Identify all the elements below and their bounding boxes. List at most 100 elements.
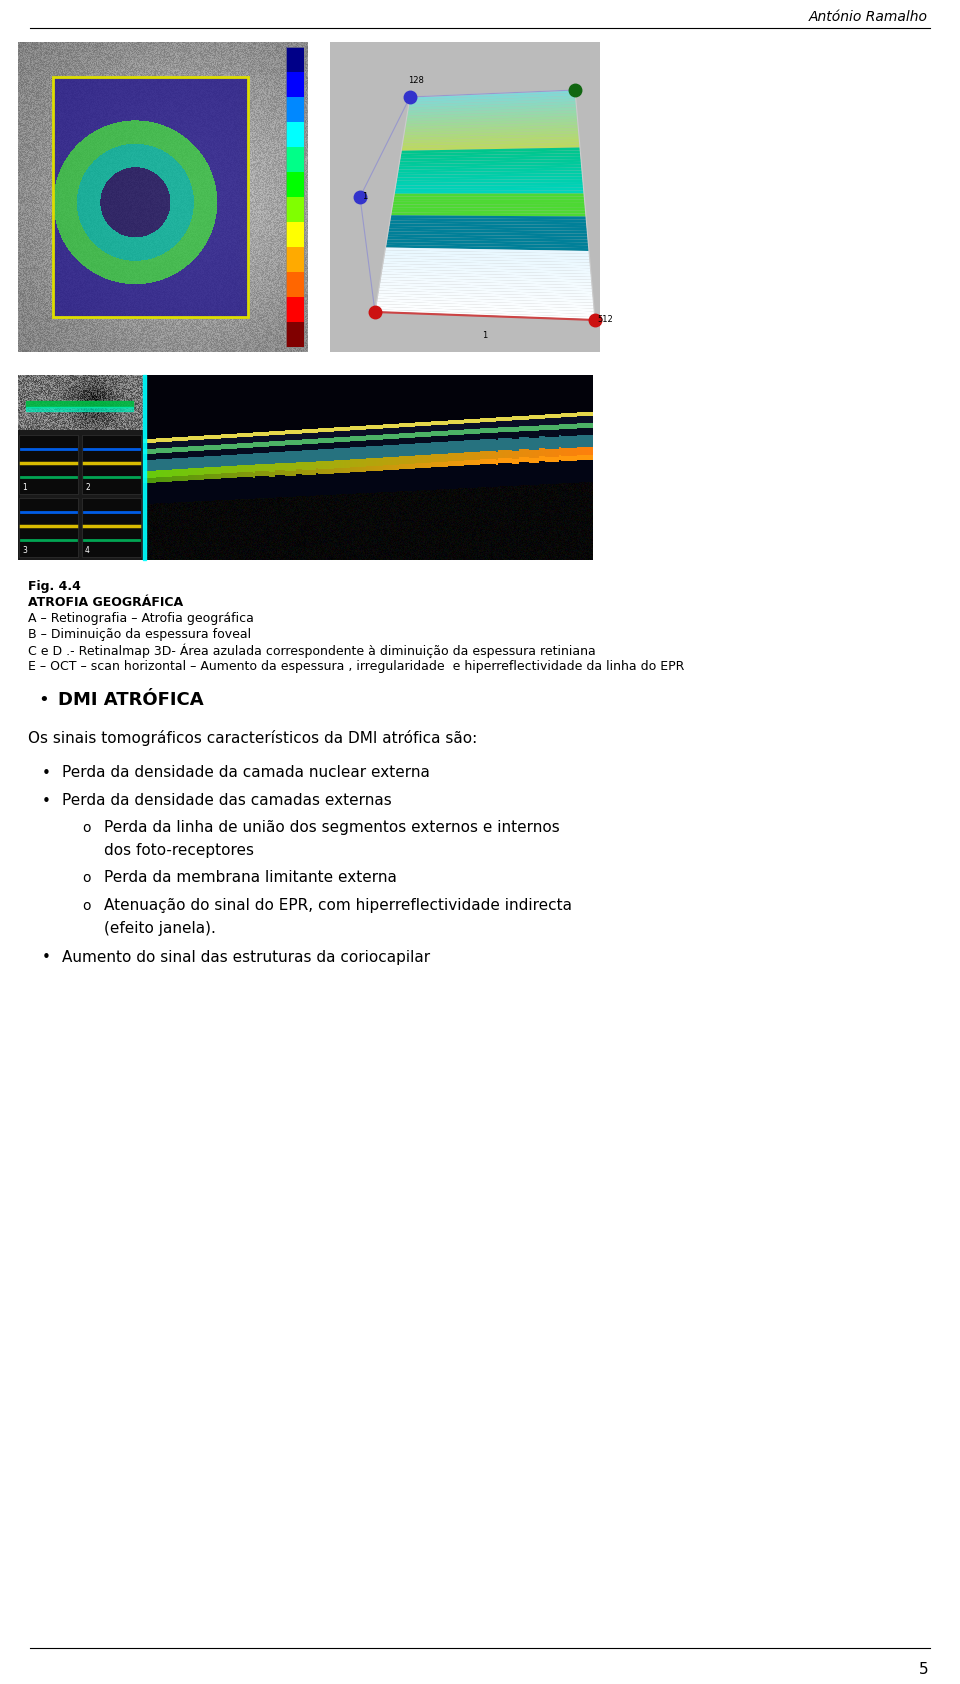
Polygon shape (398, 168, 582, 172)
Polygon shape (379, 285, 592, 295)
Polygon shape (409, 99, 576, 108)
Text: DMI ATRÓFICA: DMI ATRÓFICA (58, 690, 204, 709)
Text: C e D .- Retinalmap 3D- Área azulada correspondente à diminuição da espessura re: C e D .- Retinalmap 3D- Área azulada cor… (28, 643, 596, 658)
Text: 4: 4 (85, 546, 90, 556)
Polygon shape (390, 221, 587, 226)
Bar (286, 248, 304, 273)
Bar (286, 121, 304, 147)
Bar (286, 47, 304, 72)
Polygon shape (385, 251, 589, 256)
Bar (286, 72, 304, 98)
Text: Os sinais tomográficos característicos da DMI atrófica são:: Os sinais tomográficos característicos d… (28, 729, 477, 746)
Polygon shape (404, 130, 579, 138)
Text: 2: 2 (85, 483, 89, 492)
Text: B – Diminuição da espessura foveal: B – Diminuição da espessura foveal (28, 628, 252, 642)
Polygon shape (409, 96, 575, 104)
Text: Perda da densidade da camada nuclear externa: Perda da densidade da camada nuclear ext… (62, 765, 430, 780)
Polygon shape (391, 216, 586, 219)
Polygon shape (379, 288, 592, 296)
Polygon shape (393, 204, 585, 207)
Polygon shape (400, 157, 581, 162)
Text: E – OCT – scan horizontal – Aumento da espessura , irregularidade  e hiperreflec: E – OCT – scan horizontal – Aumento da e… (28, 660, 684, 674)
Text: ATROFIA GEOGRÁFICA: ATROFIA GEOGRÁFICA (28, 596, 183, 610)
Bar (330, 42, 600, 352)
Text: o: o (82, 822, 90, 835)
Polygon shape (401, 148, 580, 153)
Text: 5: 5 (919, 1662, 928, 1677)
Polygon shape (380, 280, 592, 288)
Polygon shape (375, 310, 595, 320)
Polygon shape (408, 101, 576, 111)
Polygon shape (398, 165, 582, 170)
Polygon shape (396, 187, 584, 190)
Polygon shape (378, 293, 593, 303)
Polygon shape (388, 231, 588, 237)
Text: 1: 1 (482, 332, 488, 340)
Text: Perda da densidade das camadas externas: Perda da densidade das camadas externas (62, 793, 392, 808)
Polygon shape (395, 190, 584, 194)
Polygon shape (399, 158, 581, 163)
Bar (18, 376, 143, 561)
Polygon shape (396, 185, 584, 189)
Bar (286, 98, 304, 121)
Text: •: • (42, 950, 51, 965)
Polygon shape (404, 128, 578, 135)
Text: Atenuação do sinal do EPR, com hiperreflectividade indirecta: Atenuação do sinal do EPR, com hiperrefl… (104, 898, 572, 913)
Polygon shape (376, 303, 594, 315)
Polygon shape (382, 266, 590, 274)
Text: António Ramalho: António Ramalho (809, 10, 928, 24)
Polygon shape (392, 207, 586, 210)
Polygon shape (397, 173, 583, 177)
Polygon shape (402, 141, 580, 148)
Polygon shape (376, 301, 594, 312)
Text: 3: 3 (22, 546, 27, 556)
Polygon shape (396, 179, 583, 184)
Polygon shape (391, 212, 586, 217)
Polygon shape (396, 177, 583, 180)
Polygon shape (410, 89, 575, 99)
Text: A – Retinografia – Atrofia geográfica: A – Retinografia – Atrofia geográfica (28, 611, 253, 625)
Bar (286, 222, 304, 248)
Bar (286, 172, 304, 197)
Bar (286, 147, 304, 172)
Bar (286, 47, 304, 347)
Text: •: • (38, 690, 49, 709)
Polygon shape (389, 226, 587, 231)
Polygon shape (383, 264, 590, 271)
Polygon shape (387, 237, 588, 242)
Polygon shape (384, 258, 590, 266)
Text: Fig. 4.4: Fig. 4.4 (28, 579, 81, 593)
Bar (19, 498, 78, 557)
Text: Perda da linha de união dos segmentos externos e internos: Perda da linha de união dos segmentos ex… (104, 820, 560, 835)
Polygon shape (377, 298, 593, 308)
Polygon shape (399, 162, 581, 167)
Bar (143, 376, 593, 561)
Text: 128: 128 (408, 76, 424, 84)
Polygon shape (376, 306, 594, 317)
Bar (19, 434, 78, 493)
Polygon shape (386, 242, 588, 248)
Polygon shape (383, 261, 590, 268)
Polygon shape (381, 278, 591, 286)
Polygon shape (403, 133, 579, 140)
Polygon shape (387, 239, 588, 246)
Polygon shape (385, 253, 589, 259)
Polygon shape (406, 116, 577, 125)
Polygon shape (396, 182, 583, 185)
Polygon shape (390, 224, 587, 227)
Polygon shape (405, 125, 578, 131)
Polygon shape (408, 104, 576, 113)
Polygon shape (384, 256, 589, 263)
Text: •: • (42, 766, 51, 780)
Bar (286, 322, 304, 347)
Text: 1: 1 (22, 483, 27, 492)
Polygon shape (407, 108, 577, 116)
Polygon shape (410, 93, 575, 103)
Text: 1: 1 (362, 192, 368, 200)
Polygon shape (406, 120, 578, 126)
Text: o: o (82, 899, 90, 913)
Polygon shape (389, 229, 588, 234)
Polygon shape (380, 283, 592, 291)
Polygon shape (388, 234, 588, 239)
Polygon shape (391, 217, 587, 222)
